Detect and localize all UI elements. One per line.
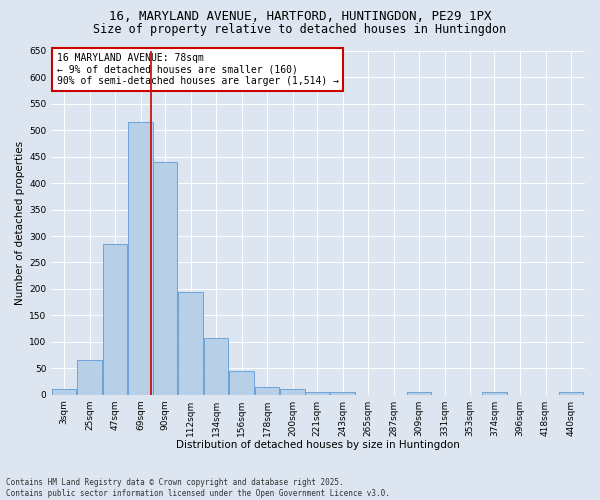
Bar	[204, 338, 228, 394]
Bar	[103, 244, 127, 394]
Text: Size of property relative to detached houses in Huntingdon: Size of property relative to detached ho…	[94, 22, 506, 36]
Text: Contains HM Land Registry data © Crown copyright and database right 2025.
Contai: Contains HM Land Registry data © Crown c…	[6, 478, 390, 498]
Bar	[52, 390, 76, 394]
X-axis label: Distribution of detached houses by size in Huntingdon: Distribution of detached houses by size …	[176, 440, 460, 450]
Bar	[77, 360, 102, 394]
Y-axis label: Number of detached properties: Number of detached properties	[15, 140, 25, 305]
Text: 16, MARYLAND AVENUE, HARTFORD, HUNTINGDON, PE29 1PX: 16, MARYLAND AVENUE, HARTFORD, HUNTINGDO…	[109, 10, 491, 23]
Bar	[280, 390, 305, 394]
Bar	[255, 386, 279, 394]
Bar	[407, 392, 431, 394]
Bar	[178, 292, 203, 395]
Bar	[331, 392, 355, 394]
Bar	[482, 392, 506, 394]
Bar	[153, 162, 177, 394]
Bar	[128, 122, 153, 394]
Bar	[559, 392, 583, 394]
Text: 16 MARYLAND AVENUE: 78sqm
← 9% of detached houses are smaller (160)
90% of semi-: 16 MARYLAND AVENUE: 78sqm ← 9% of detach…	[56, 52, 338, 86]
Bar	[229, 371, 254, 394]
Bar	[305, 392, 329, 394]
